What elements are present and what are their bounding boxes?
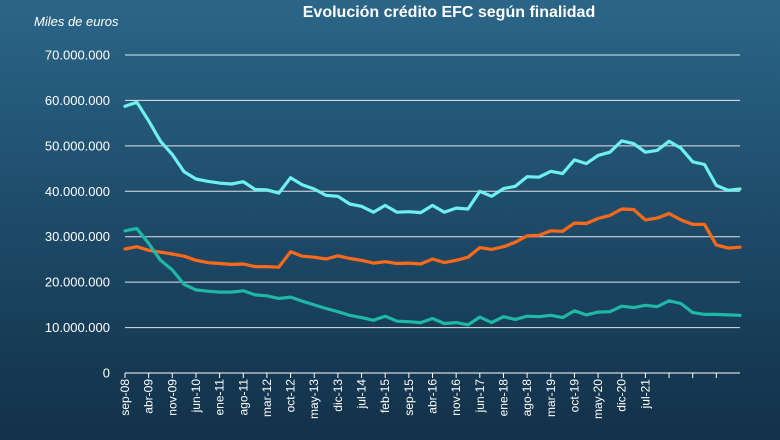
x-tick-label: dic-20: [615, 379, 629, 412]
x-tick-label: sep-15: [402, 379, 416, 416]
x-tick-label: mar-12: [260, 379, 274, 417]
x-tick-label: may-20: [591, 379, 605, 419]
x-tick-label: jul-14: [355, 379, 369, 410]
x-tick-label: abr-09: [142, 379, 156, 414]
series-line-1: [123, 100, 742, 215]
y-tick-label: 40.000.000: [45, 184, 110, 199]
x-tick-label: ene-18: [496, 379, 510, 417]
y-axis-ticks: 0 10.000.000 20.000.000 30.000.000 40.000.00…: [45, 48, 110, 381]
y-unit-label: Miles de euros: [34, 14, 119, 29]
gridlines: [125, 54, 740, 329]
x-tick-label: oct-12: [284, 379, 298, 413]
series-lines: [123, 100, 742, 327]
x-tick-label: feb-15: [378, 379, 392, 413]
x-tick-label: ago-11: [236, 379, 250, 416]
series-line-3: [123, 226, 742, 327]
x-tick-label: jun-10: [189, 379, 203, 414]
series-line-2: [123, 207, 742, 269]
x-tick-label: dic-13: [331, 379, 345, 412]
x-tick-label: oct-19: [567, 379, 581, 413]
x-tick-label: ago-18: [520, 379, 534, 417]
x-tick-label: ene-11: [213, 379, 227, 416]
x-tick-label: nov-16: [449, 379, 463, 416]
y-tick-label: 60.000.000: [45, 93, 110, 108]
x-tick-label: jul-21: [638, 379, 652, 410]
x-tick-label: may-13: [307, 379, 321, 419]
x-tick-label: jun-17: [473, 379, 487, 414]
chart-title: Evolución crédito EFC según finalidad: [303, 4, 595, 21]
x-tick-label: abr-16: [426, 379, 440, 414]
x-tick-label: nov-09: [165, 379, 179, 416]
y-tick-label: 50.000.000: [45, 138, 110, 153]
y-tick-label: 0: [103, 366, 110, 381]
y-tick-label: 20.000.000: [45, 275, 110, 290]
y-tick-label: 30.000.000: [45, 229, 110, 244]
x-tick-label: mar-19: [544, 379, 558, 417]
y-tick-label: 10.000.000: [45, 320, 110, 335]
x-tick-label: sep-08: [118, 379, 132, 416]
x-axis-ticks: sep-08 abr-09 nov-09 jun-10 ene-11 ago-11 mar-…: [118, 373, 717, 419]
y-tick-label: 70.000.000: [45, 48, 110, 63]
